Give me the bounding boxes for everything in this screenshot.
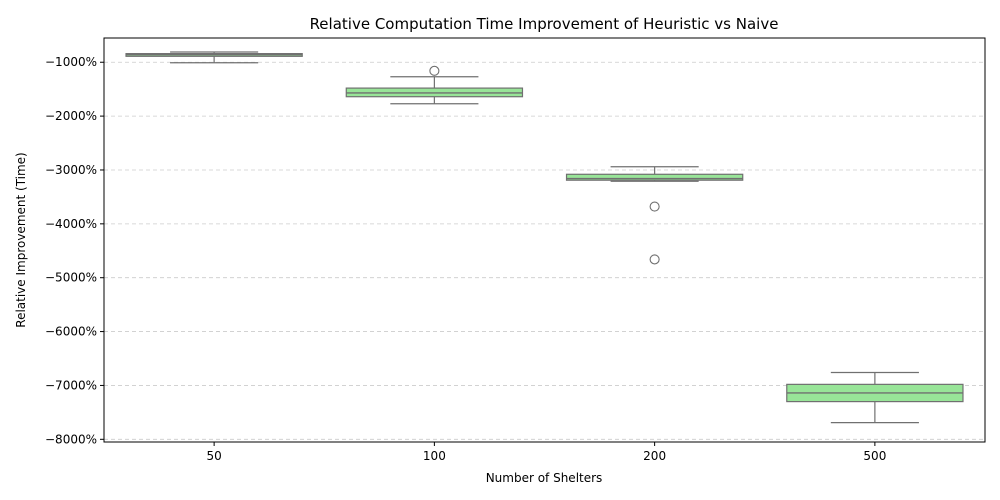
outlier-point: [429, 65, 440, 76]
x-tick-label: 200: [643, 449, 666, 463]
box-series: [125, 51, 964, 424]
plot-frame: [103, 37, 986, 443]
y-tick-label: −4000%: [45, 217, 97, 231]
chart-title: Relative Computation Time Improvement of…: [310, 15, 779, 33]
box-100: [345, 65, 524, 105]
y-tick-label: −3000%: [45, 163, 97, 177]
outlier-point: [649, 201, 660, 212]
y-tick-label: −8000%: [45, 432, 97, 446]
y-gridlines: [104, 61, 985, 440]
box-50: [125, 51, 303, 64]
y-tick-label: −1000%: [45, 55, 97, 69]
outlier-point: [649, 254, 660, 265]
box-200: [565, 166, 744, 265]
x-tick-label: 100: [423, 449, 446, 463]
x-tick-label: 500: [863, 449, 886, 463]
box-500: [786, 371, 964, 424]
y-axis-label: Relative Improvement (Time): [14, 152, 28, 327]
y-tick-label: −5000%: [45, 271, 97, 285]
x-axis-ticks: 50 100 200 500: [206, 442, 886, 463]
y-tick-label: −7000%: [45, 378, 97, 392]
x-tick-label: 50: [206, 449, 221, 463]
y-tick-label: −6000%: [45, 325, 97, 339]
x-axis-label: Number of Shelters: [486, 471, 603, 485]
y-axis-ticks: −1000% −2000% −3000% −4000% −5000% −6000% −700…: [45, 55, 104, 446]
y-tick-label: −2000%: [45, 109, 97, 123]
iqr-box: [565, 173, 744, 181]
